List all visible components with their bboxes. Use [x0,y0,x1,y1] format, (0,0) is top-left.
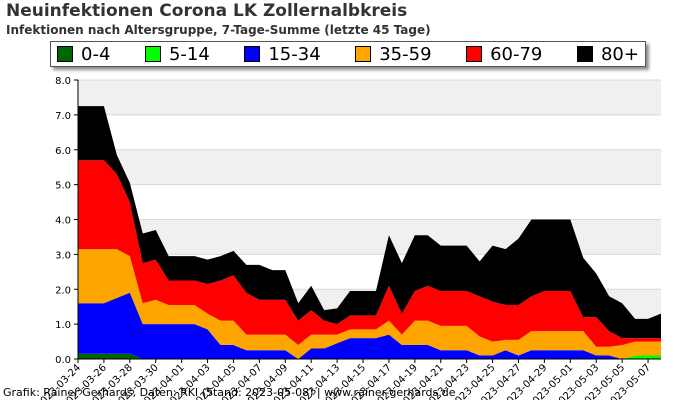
legend-item-15-34: 15-34 [244,43,321,65]
y-tick-label-5: 5.0 [55,181,71,192]
legend-item-35-59: 35-59 [355,43,432,65]
legend-label-60-79: 60-79 [490,43,543,65]
y-tick-label-0: 0.0 [55,355,71,366]
series-area-15-34 [78,292,661,359]
legend-swatch-5-14 [144,46,161,62]
chart-subtitle: Infektionen nach Altersgruppe, 7-Tage-Su… [6,23,431,37]
grid-band-6 [78,114,661,150]
series-area-60-79 [78,160,661,347]
grid-band-7 [78,80,661,115]
legend-item-5-14: 5-14 [144,43,210,65]
y-tick-label-3: 3.0 [55,250,71,261]
legend-label-15-34: 15-34 [268,43,321,65]
credit-text: Grafik: Rainer Gerhards, Daten: RKI (Sta… [3,386,456,399]
y-tick-label-8: 8.0 [55,76,71,87]
series-area-0-4 [78,353,661,359]
legend-item-80-plus: 80+ [576,43,639,65]
grid-band-4 [78,184,661,220]
legend-swatch-35-59 [355,46,372,62]
y-tick-label-6: 6.0 [55,146,71,157]
y-tick-label-4: 4.0 [55,216,71,227]
y-tick-label-1: 1.0 [55,320,71,331]
legend-item-0-4: 0-4 [57,44,110,65]
legend-swatch-80-plus [576,46,593,62]
legend-swatch-15-34 [244,46,261,62]
legend: 0-4 5-14 15-34 35-59 60-79 80+ [50,41,646,67]
legend-label-80-plus: 80+ [600,43,639,65]
y-tick-label-7: 7.0 [55,111,71,122]
chart-title: Neuinfektionen Corona LK Zollernalbkreis [6,1,408,21]
legend-item-60-79: 60-79 [466,44,542,65]
legend-swatch-0-4 [57,46,73,62]
y-tick-label-2: 2.0 [55,285,71,296]
legend-label-5-14: 5-14 [168,43,210,65]
legend-swatch-60-79 [466,46,483,62]
legend-label-35-59: 35-59 [379,43,432,65]
series-area-80-plus [78,106,661,339]
grid-band-5 [78,149,661,185]
legend-label-0-4: 0-4 [81,43,111,65]
series-area-35-59 [78,249,661,359]
